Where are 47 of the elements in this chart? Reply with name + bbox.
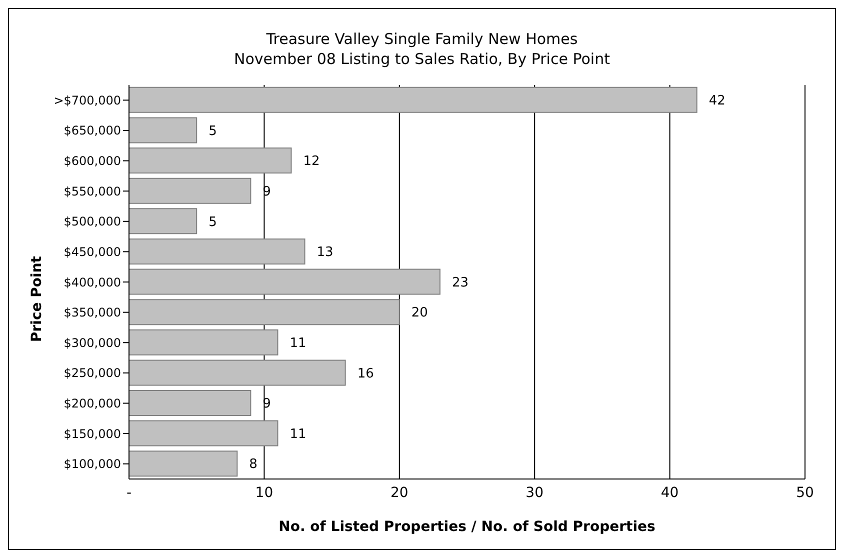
bar — [129, 420, 278, 446]
y-tick-label: $500,000 — [64, 214, 121, 229]
y-tick-label: $150,000 — [64, 426, 121, 441]
y-tick-label: >$700,000 — [54, 93, 121, 108]
data-label: 8 — [249, 457, 258, 472]
y-tick-label: $650,000 — [64, 124, 121, 138]
bar — [129, 360, 346, 386]
y-tick-label: $200,000 — [64, 396, 121, 410]
bar — [129, 299, 400, 326]
bar — [129, 268, 440, 295]
y-tick-label: $550,000 — [64, 184, 121, 198]
y-tick-label: $300,000 — [64, 336, 121, 350]
x-tick-label: 10 — [255, 484, 274, 501]
data-label: 16 — [357, 366, 374, 382]
data-label: 5 — [208, 214, 217, 230]
x-tick-label: 20 — [390, 484, 408, 501]
bar — [129, 117, 198, 144]
data-label: 20 — [411, 306, 428, 321]
y-tick-label: $100,000 — [64, 457, 121, 472]
x-tick-label: 40 — [660, 484, 679, 501]
data-label: 11 — [290, 426, 306, 442]
data-label: 42 — [708, 94, 726, 109]
data-label: 5 — [208, 124, 217, 139]
bar — [129, 390, 252, 416]
bar — [129, 208, 198, 234]
bar — [129, 178, 252, 204]
chart-title: Treasure Valley Single Family New Homes — [265, 29, 579, 49]
data-label: 11 — [290, 336, 306, 351]
y-tick-label: $350,000 — [64, 306, 121, 320]
data-label: 12 — [303, 154, 320, 170]
x-tick-label: 50 — [796, 484, 814, 501]
y-tick-label: $400,000 — [64, 275, 121, 290]
x-tick-label: 30 — [526, 484, 544, 501]
y-tick-label: $450,000 — [64, 244, 121, 259]
data-label: 13 — [316, 245, 334, 260]
x-axis-title: No. of Listed Properties / No. of Sold Properties — [278, 519, 656, 535]
bar — [129, 148, 292, 174]
bar — [129, 238, 306, 264]
x-tick-label: - — [126, 484, 132, 501]
bar — [129, 86, 698, 113]
chart-subtitle: November 08 Listing to Sales Ratio, By Price Point — [233, 49, 611, 69]
bar — [129, 450, 238, 477]
y-tick-label: $600,000 — [64, 154, 121, 168]
y-axis-title: Price Point — [29, 256, 45, 342]
data-label: 23 — [452, 275, 469, 290]
y-tick-label: $250,000 — [64, 366, 121, 380]
bar — [129, 329, 278, 356]
